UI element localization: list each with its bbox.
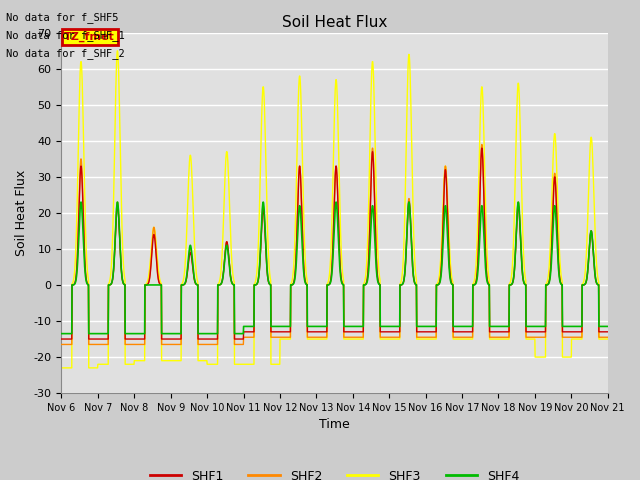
Text: TZ_fmet: TZ_fmet	[64, 32, 115, 42]
Text: No data for f_SHF_2: No data for f_SHF_2	[6, 48, 125, 60]
Text: No data for f_SHF_1: No data for f_SHF_1	[6, 30, 125, 41]
Legend: SHF1, SHF2, SHF3, SHF4: SHF1, SHF2, SHF3, SHF4	[145, 465, 524, 480]
X-axis label: Time: Time	[319, 419, 350, 432]
Text: No data for f_SHF5: No data for f_SHF5	[6, 12, 119, 23]
Y-axis label: Soil Heat Flux: Soil Heat Flux	[15, 170, 28, 256]
Title: Soil Heat Flux: Soil Heat Flux	[282, 15, 387, 30]
